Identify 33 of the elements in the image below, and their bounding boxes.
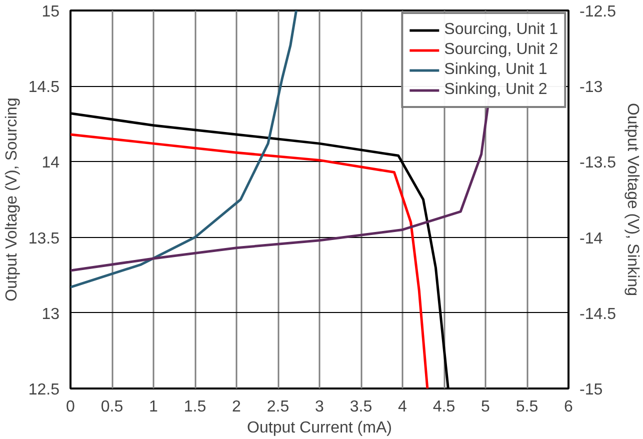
y-tick-label: 14 (42, 154, 60, 172)
x-tick-label: 3.5 (350, 398, 372, 416)
y2-tick-label: -14 (580, 230, 603, 248)
y-tick-label: 13.5 (28, 230, 60, 248)
y2-axis-title: Output Voltage (V), Sinking (624, 103, 641, 296)
y-axis-title: Output Voltage (V), Sourcing (3, 98, 20, 302)
legend-label: Sourcing, Unit 1 (444, 21, 558, 39)
legend-label: Sinking, Unit 1 (444, 61, 548, 79)
x-tick-label: 6 (564, 398, 574, 416)
y-tick-label: 12.5 (28, 382, 60, 398)
x-tick-label: 2.5 (266, 398, 290, 416)
x-tick-label: 3 (315, 398, 324, 416)
y-tick-label: 14.5 (28, 79, 60, 96)
y2-tick-label: -13.5 (580, 154, 616, 172)
x-tick-label: 2 (232, 398, 242, 416)
x-axis-title: Output Current (mA) (247, 420, 392, 436)
x-tick-label: 1.5 (184, 398, 206, 416)
y2-tick-label: -12.5 (580, 4, 616, 20)
x-tick-label: 1 (149, 398, 158, 416)
legend-label: Sourcing, Unit 2 (444, 41, 558, 59)
x-tick-label: 0 (66, 398, 76, 416)
y2-tick-label: -14.5 (580, 306, 616, 323)
legend-label: Sinking, Unit 2 (444, 81, 548, 99)
y2-tick-label: -15 (580, 382, 603, 398)
x-tick-label: 5 (481, 398, 490, 416)
x-tick-label: 4.5 (432, 398, 456, 416)
y-tick-label: 15 (42, 4, 60, 20)
line-series (70, 10, 298, 288)
x-tick-label: 0.5 (100, 398, 124, 416)
x-tick-label: 5.5 (516, 398, 538, 416)
y2-tick-label: -13 (580, 79, 603, 96)
x-tick-label: 4 (398, 398, 408, 416)
y-tick-label: 13 (42, 306, 60, 323)
